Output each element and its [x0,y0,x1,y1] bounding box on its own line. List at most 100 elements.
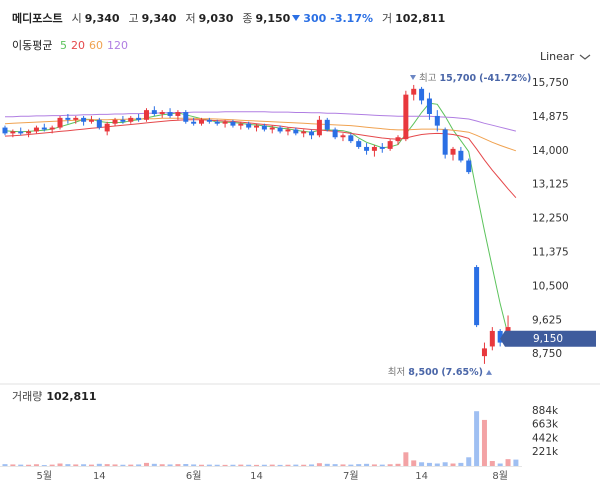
high-value: 15,700 [439,72,476,83]
volume-bar [442,462,448,466]
volume-bar [41,465,47,466]
ma-legend-item: 120 [106,39,128,52]
quote-label: 고 [128,12,139,25]
volume-bar [434,463,440,466]
ma-line [4,119,517,199]
quote-label: 종 [242,12,253,25]
candle-body [88,119,94,122]
high-change: (-41.72%) [479,72,531,83]
candle-body [96,119,102,128]
low-change: (7.65%) [441,366,483,377]
candle-body [143,110,149,120]
y-tick-label: 10,500 [532,280,569,292]
chevron[interactable] [579,53,591,61]
candle-body [379,146,385,149]
volume-tick-label: 442k [532,432,559,444]
candle-body [466,160,472,173]
ma-line [4,102,517,338]
volume-bar [293,464,299,466]
candle-body [2,127,8,134]
y-tick-label: 8,750 [532,348,562,360]
axes: 15,750 14,875 14,000 13,125 12,250 11,375 10,5… [12,72,596,482]
volume-bar [411,460,417,466]
volume-title-value: 102,811 [46,390,96,403]
candle-body [57,117,63,128]
volume-bar [49,464,55,466]
volume-bar [191,464,197,466]
volume-bar [120,464,126,466]
volume-bar [277,464,283,466]
candle-body [364,146,370,151]
volume-bar [128,464,134,466]
y-tick-label: 14,875 [532,111,569,123]
candle-body [277,127,283,132]
candle-body [65,117,71,120]
candle-body [120,119,126,122]
volume-bar [10,464,16,466]
down-icon [292,15,301,21]
candle-body [411,88,417,95]
quote-item: 시 9,340 [72,10,120,26]
candle-body [206,119,212,122]
candle-body [112,119,118,124]
candle-body [285,129,291,132]
ma-legend-item: 5 [59,39,67,52]
stock-name: 메디포스트 [12,12,63,25]
candle-body [269,127,275,130]
volume-bar [513,459,519,466]
volume-title: 거래량 102,811 [12,390,96,403]
volume-bar [481,419,487,466]
candle-body [26,131,32,134]
volume-bar [246,464,252,466]
x-tick-label: 14 [93,471,106,482]
candle-body [489,330,495,347]
low-marker [486,369,492,375]
candle-body [332,129,338,138]
price-pane [2,84,519,364]
candle-body [324,119,330,130]
candle-body [128,117,134,122]
y-tick-label: 11,375 [532,247,569,259]
ma-legend-item: 60 [88,39,103,52]
candle-body [159,112,165,115]
candle-body [230,121,236,126]
volume-bar [136,464,142,466]
volume-bar [309,464,315,466]
x-tick-label: 7월 [343,470,359,482]
volume-bar [199,464,204,466]
candle-body [49,127,55,130]
candle-body [191,121,197,124]
candle-body [340,135,346,138]
scale-label[interactable]: Linear [540,50,575,63]
candle-body [309,131,315,136]
quote-header: 메디포스트 시 9,340 고 9,340 저 9,030 종 9,150 300 -3… [12,10,445,26]
high-annotation: 최고 15,700 (-41.72%) [419,72,531,83]
candle-body [246,123,252,128]
volume-bar [57,463,63,466]
y-tick-label: 12,250 [532,213,569,225]
volume-bar [466,457,472,466]
quote-item: 종 9,150 [242,10,290,26]
volume-bar [301,464,307,466]
quote-value: 9,030 [198,12,234,25]
volume-bar [222,464,228,466]
low-value: 8,500 [408,366,438,377]
candle-body [356,141,362,147]
quote-label: 시 [71,12,82,25]
volume-bar [505,459,511,466]
volume-bar [214,464,220,466]
volume-bar [206,464,212,466]
y-tick-label: 14,000 [532,145,569,157]
last-price-tag [500,330,596,347]
volume-bar [316,463,322,466]
candle-body [419,88,425,101]
x-tick-label: 6월 [186,470,202,482]
candle-body [301,131,307,134]
volume-bar [151,463,157,466]
volume-bar [419,462,425,466]
candle-body [167,112,173,116]
quote-label: 저 [185,12,196,25]
high-marker [410,74,416,80]
scale-dropdown[interactable]: Linear [540,50,591,63]
